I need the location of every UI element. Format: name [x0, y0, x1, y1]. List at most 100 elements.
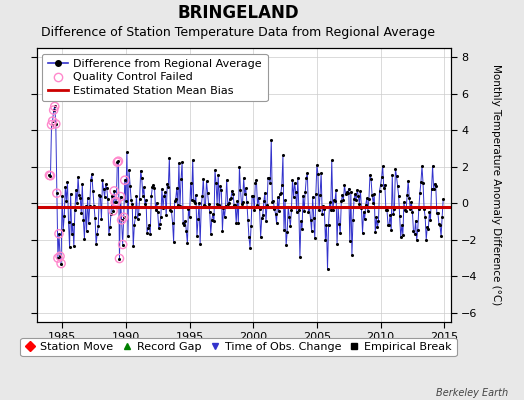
Point [303, 170, 312, 176]
Point [286, 223, 294, 229]
Point [317, 170, 325, 176]
Point [150, 184, 159, 191]
Point [156, 221, 164, 228]
Point [340, 182, 348, 188]
Point [192, 192, 200, 198]
Point [86, 176, 95, 183]
Point [199, 175, 208, 182]
Point [152, 200, 161, 206]
Point [432, 183, 440, 189]
Point [345, 185, 353, 192]
Point [434, 210, 442, 216]
Point [81, 203, 90, 209]
Point [169, 238, 178, 245]
Point [339, 196, 347, 203]
Point [105, 231, 113, 237]
Point [50, 103, 59, 110]
Point [173, 202, 182, 208]
Point [48, 118, 57, 124]
Point [130, 222, 138, 228]
Point [90, 202, 98, 209]
Point [93, 230, 101, 237]
Point [376, 182, 385, 188]
Point [379, 185, 388, 192]
Point [319, 202, 328, 209]
Point [155, 225, 163, 232]
Point [235, 164, 244, 170]
Point [396, 212, 404, 219]
Point [335, 221, 343, 227]
Point [316, 192, 324, 198]
Point [404, 177, 412, 184]
Point [147, 193, 156, 199]
Point [419, 180, 427, 186]
Point [346, 238, 354, 244]
Point [114, 158, 123, 164]
Point [208, 216, 216, 223]
Point [63, 178, 72, 185]
Point [109, 208, 117, 214]
Point [310, 214, 318, 221]
Point [62, 197, 71, 204]
Point [421, 214, 429, 220]
Point [331, 198, 339, 204]
Point [47, 122, 56, 128]
Point [257, 215, 266, 222]
Point [334, 204, 342, 210]
Point [438, 214, 446, 220]
Point [182, 228, 191, 234]
Point [103, 185, 111, 191]
Point [405, 195, 413, 201]
Point [206, 230, 215, 237]
Point [157, 213, 165, 220]
Point [412, 237, 421, 243]
Point [164, 184, 172, 190]
Point [372, 214, 380, 220]
Point [178, 159, 187, 166]
Point [420, 206, 428, 212]
Point [112, 198, 121, 205]
Point [225, 200, 233, 206]
Point [144, 225, 152, 231]
Point [50, 103, 59, 110]
Point [216, 183, 224, 189]
Point [311, 235, 319, 241]
Point [139, 193, 147, 199]
Point [292, 208, 301, 215]
Point [304, 208, 313, 215]
Point [118, 241, 127, 248]
Point [116, 193, 125, 200]
Point [55, 230, 63, 237]
Point [48, 118, 57, 124]
Point [265, 175, 274, 181]
Point [145, 222, 154, 228]
Point [387, 227, 396, 234]
Point [278, 182, 286, 188]
Point [143, 229, 151, 236]
Point [253, 202, 261, 208]
Point [243, 199, 251, 206]
Point [167, 208, 176, 214]
Point [125, 167, 133, 174]
Point [302, 175, 311, 181]
Point [214, 172, 222, 178]
Point [264, 174, 272, 181]
Point [113, 159, 122, 165]
Point [113, 159, 122, 165]
Point [433, 210, 441, 216]
Point [228, 188, 236, 194]
Point [285, 214, 293, 220]
Point [174, 160, 183, 166]
Point [67, 191, 75, 197]
Point [190, 198, 198, 204]
Point [429, 163, 437, 169]
Point [59, 226, 68, 233]
Point [49, 107, 58, 113]
Point [52, 190, 61, 196]
Point [333, 241, 341, 247]
Point [417, 179, 425, 186]
Point [233, 198, 242, 204]
Point [375, 188, 384, 194]
Point [92, 240, 100, 247]
Point [313, 162, 321, 168]
